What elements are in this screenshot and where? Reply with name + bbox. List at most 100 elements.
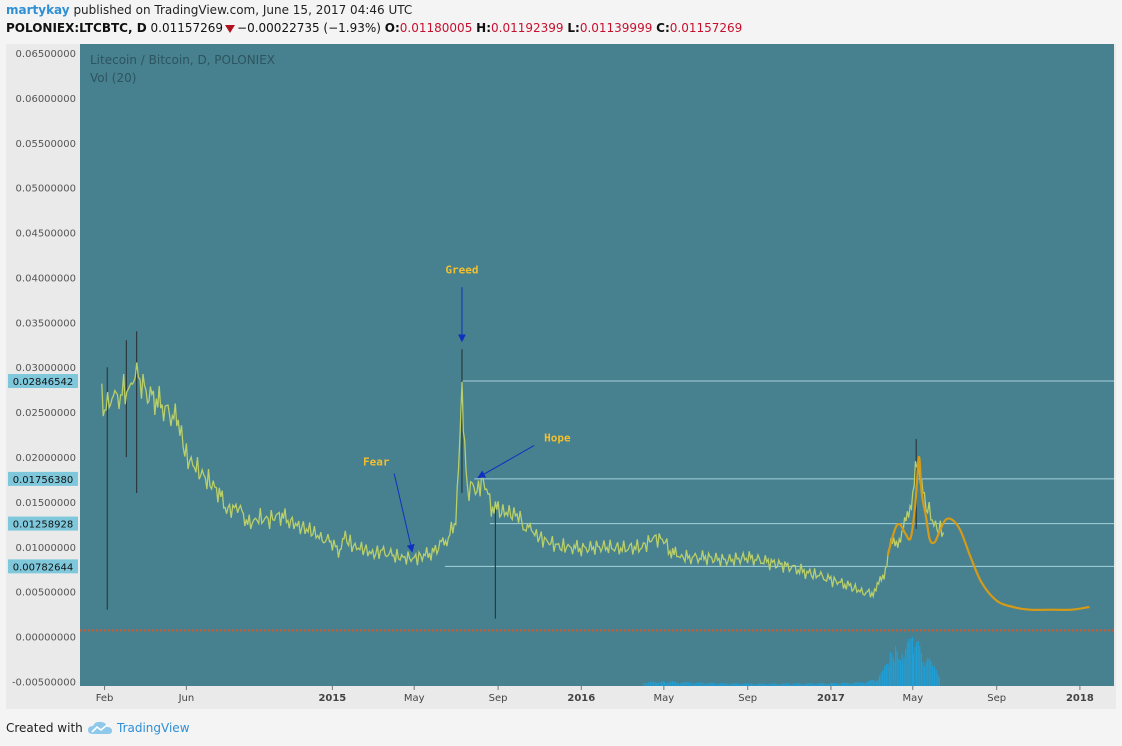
y-axis: 0.06500000 0.06000000 0.05500000 0.05000000… [12,49,76,689]
legend-indicator: Vol (20) [90,71,136,85]
volume-bar [810,683,812,686]
x-tick-label: Jun [178,693,195,704]
volume-bar [697,682,699,686]
volume-bar [749,683,751,686]
volume-bar [824,683,826,686]
volume-bar [915,642,918,686]
level-label-box [8,471,78,486]
volume-bar [673,681,675,686]
volume-bar [786,683,788,686]
annotation-label: Hope [544,431,571,444]
y-tick-label: 0.06000000 [16,94,76,105]
volume-bar [718,683,720,686]
volume-bar [758,683,761,686]
volume-bar [854,682,857,686]
volume-bar [654,682,656,686]
level-label: 0.01756380 [13,475,73,486]
volume-bar [737,683,739,686]
volume-bar [798,683,801,686]
volume-bars [643,636,940,686]
horizontal-levels [444,380,1114,567]
volume-bar [910,638,912,686]
volume-bar [878,675,881,686]
symbol-info: POLONIEX:LTCBTC, D 0.01157269 −0.00022735… [6,21,742,35]
volume-bar [922,661,924,686]
volume-bar [891,653,893,686]
volume-bar [684,682,687,686]
plot-area[interactable] [80,44,1114,686]
volume-bar [704,683,706,686]
forecast-curve [886,455,1090,611]
volume-bar [774,683,777,686]
volume-bar [892,657,895,686]
volume-bar [866,682,868,686]
volume-bar [822,683,825,686]
volume-bar [808,683,810,686]
volume-bar [880,672,882,686]
volume-bar [734,683,736,686]
volume-bar [845,682,847,686]
volume-bar [901,662,904,686]
volume-bar [696,682,698,686]
y-tick-label: 0.03000000 [16,363,76,374]
level-label: 0.01258928 [13,520,73,531]
volume-bar [853,682,855,686]
volume-bar [716,684,719,686]
volume-bar [882,670,884,686]
volume-bar [651,681,653,686]
volume-bar [729,684,731,686]
volume-bar [898,659,900,686]
author-link[interactable]: martykay [6,3,70,17]
level-label-box [8,516,78,531]
volume-bar [763,683,765,686]
volume-bar [896,651,898,686]
level-label: 0.02846542 [13,377,73,388]
close-label: C: [656,21,670,35]
price-line [101,362,945,599]
tradingview-cloud-icon[interactable] [87,720,113,736]
volume-bar [861,682,863,686]
volume-bar [917,641,919,686]
volume-bar [776,683,778,686]
volume-bar [744,683,746,686]
volume-bar [765,684,767,686]
volume-bar [906,642,908,686]
price-chart[interactable]: 0.06500000 0.06000000 0.05500000 0.05000000… [0,40,1122,712]
tradingview-link[interactable]: TradingView [117,721,190,735]
volume-bar [933,666,936,686]
volume-bar [646,683,648,686]
volume-bar [851,683,853,686]
annotation-label: Greed [445,263,478,276]
volume-bar [874,680,876,686]
volume-bar [745,683,747,686]
volume-bar [771,683,773,686]
legend-title: Litecoin / Bitcoin, D, POLONIEX [90,53,275,67]
volume-bar [692,683,695,686]
volume-bar [707,683,709,686]
high-label: H: [476,21,491,35]
volume-bar [876,681,878,686]
volume-bar [766,684,769,686]
volume-bar [816,683,818,686]
volume-bar [681,682,683,686]
low-value: 0.01139999 [579,21,653,35]
last-price: 0.01157269 [150,21,224,35]
y-tick-label: 0.05000000 [16,184,76,195]
volume-bar [768,684,770,686]
volume-bar [835,683,837,686]
volume-bar [688,682,690,686]
volume-bar [726,683,728,686]
volume-bar [802,684,804,686]
volume-bar [794,683,796,686]
volume-bar [784,683,786,686]
volume-bar [843,682,845,686]
created-with-text: Created with [6,721,83,735]
volume-bar [678,683,680,686]
volume-bar [713,683,715,686]
volume-bar [760,683,762,686]
volume-bar [787,683,789,686]
volume-bar [905,648,907,686]
volume-bar [657,683,659,686]
volume-bar [740,684,743,686]
volume-bar [818,683,820,686]
